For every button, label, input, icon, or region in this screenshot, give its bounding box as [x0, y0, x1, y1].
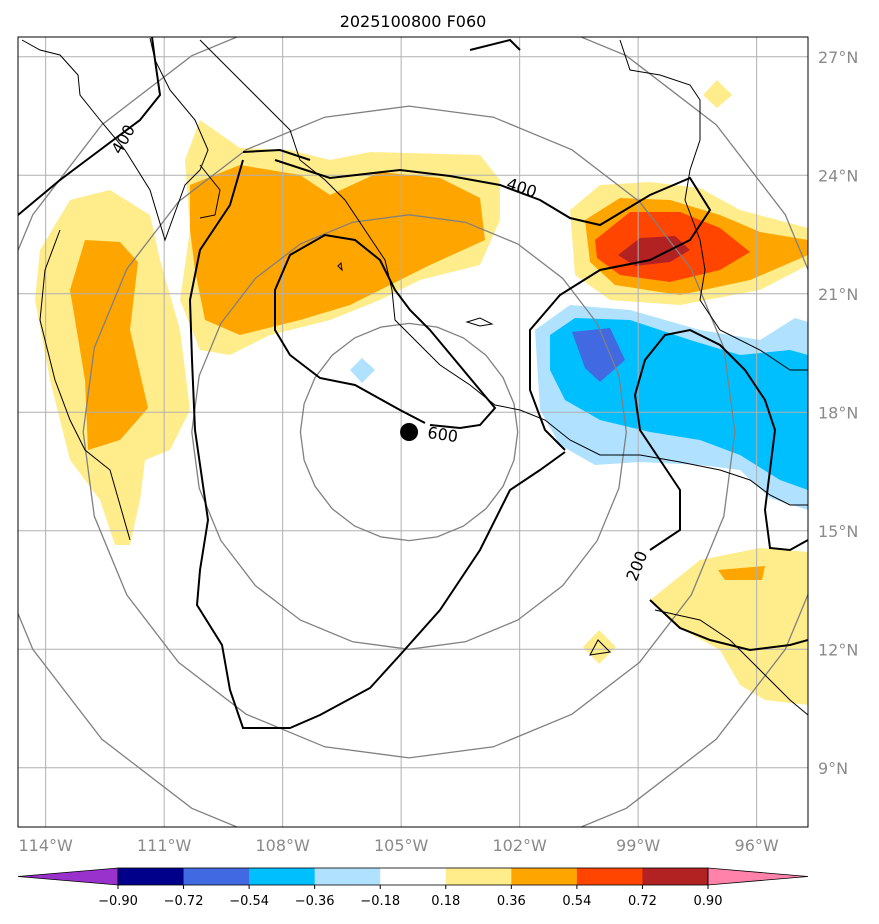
lon-tick-label: 105°W — [374, 836, 429, 855]
contour-northwest — [242, 148, 311, 161]
cape-outline — [199, 164, 221, 219]
colorbar-segment — [642, 868, 709, 885]
contour-200 — [633, 328, 808, 552]
colorbar-tick-label: −0.72 — [164, 894, 204, 909]
colorbar-segment — [380, 868, 447, 885]
lon-tick-label: 111°W — [137, 836, 192, 855]
colorbar-tick-label: −0.36 — [295, 894, 335, 909]
lon-tick-label: 96°W — [735, 836, 779, 855]
lon-tick-label: 108°W — [255, 836, 310, 855]
contour-600 — [274, 233, 497, 430]
shaded-anomaly-fields — [35, 80, 808, 705]
colorbar-segment — [576, 868, 643, 885]
positive-anomaly-core-west — [70, 240, 148, 450]
small-island-outline — [337, 261, 343, 272]
colorbar-tick-label: −0.54 — [229, 894, 269, 909]
contour-label-400-west: 400 — [107, 121, 139, 157]
lake-outline — [589, 639, 612, 656]
islands-outline — [465, 317, 494, 327]
contour-southeast — [649, 599, 808, 652]
positive-anomaly-region-southeast — [650, 548, 808, 705]
yucatan-coastline — [654, 609, 808, 716]
lat-tick-label: 21°N — [818, 285, 858, 304]
storm-center-marker — [400, 423, 419, 441]
contour-label-400-north: 400 — [504, 174, 539, 202]
contour-400-west — [18, 37, 162, 216]
negative-anomaly-strong-east — [572, 328, 625, 382]
colorbar-frame — [117, 867, 709, 886]
colorbar-extend-min — [17, 867, 119, 886]
contour-label-600: 600 — [426, 423, 459, 446]
colorbar-tick-label: 0.36 — [497, 894, 526, 909]
lat-tick-label: 27°N — [818, 48, 858, 67]
contour-outer-west — [188, 159, 566, 729]
positive-anomaly-spot-south — [583, 630, 616, 664]
map-area: 400 600 200 400 — [18, 37, 808, 827]
latitude-tick-labels: 27°N 24°N 21°N 18°N 15°N 12°N 9°N — [818, 48, 858, 778]
negative-anomaly-spot — [350, 358, 375, 383]
colorbar-segment — [118, 868, 185, 885]
gulf-coastline — [619, 39, 808, 371]
height-contours — [18, 37, 808, 729]
range-ring — [82, 105, 736, 759]
mexico-west-coastline — [199, 39, 808, 506]
map-frame — [17, 36, 809, 828]
coastlines — [21, 37, 808, 716]
colorbar: −0.90 −0.72 −0.54 −0.36 −0.18 0.18 0.36 0.54 0.7… — [17, 867, 809, 909]
lat-tick-label: 12°N — [818, 640, 858, 659]
colorbar-segment — [314, 868, 381, 885]
map-title: 2025100800 F060 — [340, 12, 487, 31]
colorbar-segment — [511, 868, 578, 885]
colorbar-tick-label: 0.54 — [562, 894, 591, 909]
longitude-tick-labels: 114°W 111°W 108°W 105°W 102°W 99°W 96°W — [18, 836, 778, 855]
colorbar-segment — [445, 868, 512, 885]
colorbar-tick-label: 0.72 — [628, 894, 657, 909]
range-ring — [299, 322, 519, 542]
colorbar-tick-label: 0.18 — [431, 894, 460, 909]
contour-northeast-top — [469, 38, 521, 51]
lat-tick-label: 18°N — [818, 403, 858, 422]
contour-400-north — [274, 159, 712, 451]
positive-anomaly-spot-northeast — [703, 80, 732, 108]
lat-tick-label: 24°N — [818, 166, 858, 185]
colorbar-tick-label: −0.18 — [360, 894, 400, 909]
colorbar-segment — [249, 868, 316, 885]
colorbar-extend-max — [707, 867, 809, 886]
lat-tick-label: 15°N — [818, 522, 858, 541]
colorbar-segment — [183, 868, 250, 885]
range-ring — [191, 214, 627, 650]
east-pacific-rim-coastline — [39, 229, 131, 541]
range-ring — [18, 37, 808, 827]
baja-california-coastline — [21, 37, 209, 242]
contour-label-200: 200 — [622, 548, 651, 583]
lat-lon-gridlines — [18, 37, 808, 827]
range-rings — [18, 37, 808, 827]
positive-anomaly-core-southeast — [718, 566, 765, 580]
colorbar-tick-label: −0.90 — [98, 894, 138, 909]
lon-tick-label: 114°W — [18, 836, 73, 855]
lon-tick-label: 102°W — [492, 836, 547, 855]
colorbar-tick-label: 0.90 — [694, 894, 723, 909]
positive-anomaly-core-north — [190, 165, 485, 335]
lat-tick-label: 9°N — [818, 759, 848, 778]
lon-tick-label: 99°W — [616, 836, 660, 855]
